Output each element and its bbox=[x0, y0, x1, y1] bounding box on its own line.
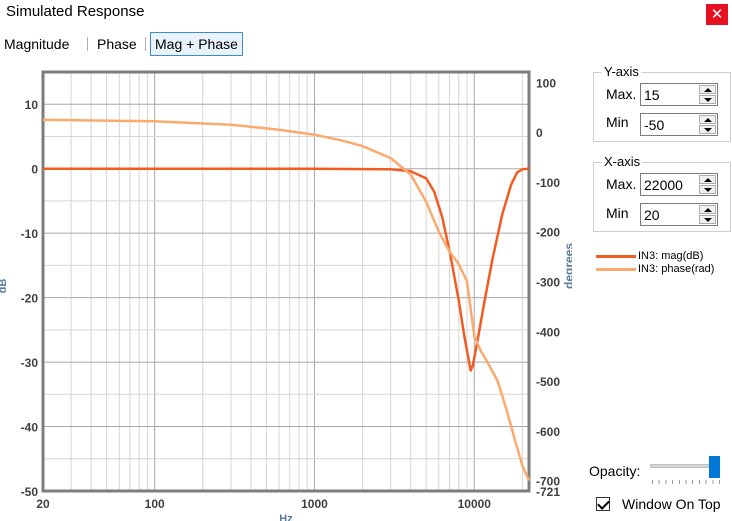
y-tick-label: 0 bbox=[31, 163, 38, 177]
y-max-decrement-button[interactable] bbox=[699, 95, 716, 104]
window-on-top-label: Window On Top bbox=[622, 496, 721, 512]
y-max-stepper[interactable] bbox=[640, 83, 718, 106]
y2-tick-label: 100 bbox=[536, 76, 556, 90]
y-tick-label: -20 bbox=[21, 292, 39, 306]
view-tabs: Magnitude Phase Mag + Phase bbox=[0, 30, 732, 58]
tab-phase[interactable]: Phase bbox=[97, 36, 137, 52]
legend-label-phase: IN3: phase(rad) bbox=[638, 263, 715, 275]
legend-label-mag: IN3: mag(dB) bbox=[638, 250, 704, 262]
y-max-spin-buttons bbox=[699, 85, 716, 104]
x-max-increment-button[interactable] bbox=[699, 175, 716, 184]
y-min-decrement-button[interactable] bbox=[699, 125, 716, 134]
x-min-label: Min bbox=[606, 205, 629, 221]
y2-tick-label: -300 bbox=[536, 276, 560, 290]
y2-tick-label: -500 bbox=[536, 375, 560, 389]
x-axis-group: X-axis bbox=[593, 154, 731, 232]
tab-separator bbox=[145, 37, 146, 51]
opacity-slider[interactable] bbox=[650, 456, 724, 486]
y2-axis-title: degrees bbox=[562, 243, 572, 289]
y-min-spin-buttons bbox=[699, 115, 716, 134]
series-line-mag bbox=[43, 167, 530, 372]
window-on-top-checkbox[interactable] bbox=[596, 497, 610, 511]
x-tick-label: 10000 bbox=[458, 497, 492, 511]
x-axis-title: Hz bbox=[279, 513, 293, 521]
y-min-label: Min bbox=[606, 114, 629, 130]
x-min-spin-buttons bbox=[699, 205, 716, 224]
close-button[interactable]: ✕ bbox=[706, 4, 728, 25]
opacity-slider-ticks bbox=[652, 480, 720, 484]
x-max-spin-buttons bbox=[699, 175, 716, 194]
x-min-increment-button[interactable] bbox=[699, 205, 716, 214]
y-tick-label: -10 bbox=[21, 227, 39, 241]
y2-tick-label: -600 bbox=[536, 425, 560, 439]
y2-tick-label: -700 bbox=[536, 475, 560, 489]
x-min-stepper[interactable] bbox=[640, 203, 718, 226]
y2-tick-label: 0 bbox=[536, 126, 543, 140]
y2-tick-label: -200 bbox=[536, 226, 560, 240]
x-min-decrement-button[interactable] bbox=[699, 215, 716, 224]
tab-magnitude[interactable]: Magnitude bbox=[4, 36, 70, 52]
x-tick-label: 20 bbox=[36, 497, 50, 511]
legend-swatch-mag bbox=[596, 255, 636, 258]
opacity-label: Opacity: bbox=[589, 463, 641, 479]
x-tick-label: 1000 bbox=[301, 497, 328, 511]
y-tick-label: -40 bbox=[21, 421, 39, 435]
y-max-increment-button[interactable] bbox=[699, 85, 716, 94]
x-axis-group-title: X-axis bbox=[602, 154, 643, 169]
plot-area bbox=[43, 72, 529, 491]
series-line-phase bbox=[42, 118, 531, 482]
tab-separator bbox=[87, 37, 88, 51]
y-tick-label: 10 bbox=[25, 98, 39, 112]
y2-tick-label: -100 bbox=[536, 176, 560, 190]
y-min-stepper[interactable] bbox=[640, 113, 718, 136]
y-axis-title: dB bbox=[0, 279, 9, 294]
y-tick-label: -50 bbox=[21, 485, 39, 499]
y2-tick-label: -721 bbox=[536, 485, 560, 499]
y-max-label: Max. bbox=[606, 86, 637, 102]
x-max-stepper[interactable] bbox=[640, 173, 718, 196]
y-axis-group: Y-axis bbox=[593, 64, 731, 142]
y-max-input[interactable] bbox=[641, 84, 699, 105]
y-axis-group-title: Y-axis bbox=[602, 64, 641, 79]
title-bar: Simulated Response ✕ bbox=[0, 0, 732, 28]
x-min-input[interactable] bbox=[641, 204, 699, 225]
opacity-slider-thumb[interactable] bbox=[709, 456, 720, 478]
y-min-input[interactable] bbox=[641, 114, 699, 135]
x-max-decrement-button[interactable] bbox=[699, 185, 716, 194]
y-min-increment-button[interactable] bbox=[699, 115, 716, 124]
x-max-input[interactable] bbox=[641, 174, 699, 195]
x-tick-label: 100 bbox=[145, 497, 165, 511]
response-chart: 100-10-20-30-40-501000-100-200-300-400-5… bbox=[0, 70, 572, 521]
plot-frame bbox=[41, 70, 531, 493]
tab-mag-phase[interactable]: Mag + Phase bbox=[150, 32, 243, 56]
x-max-label: Max. bbox=[606, 176, 637, 192]
y-tick-label: -30 bbox=[21, 356, 39, 370]
y2-tick-label: -400 bbox=[536, 325, 560, 339]
legend-swatch-phase bbox=[596, 268, 636, 271]
window-title: Simulated Response bbox=[6, 3, 145, 20]
